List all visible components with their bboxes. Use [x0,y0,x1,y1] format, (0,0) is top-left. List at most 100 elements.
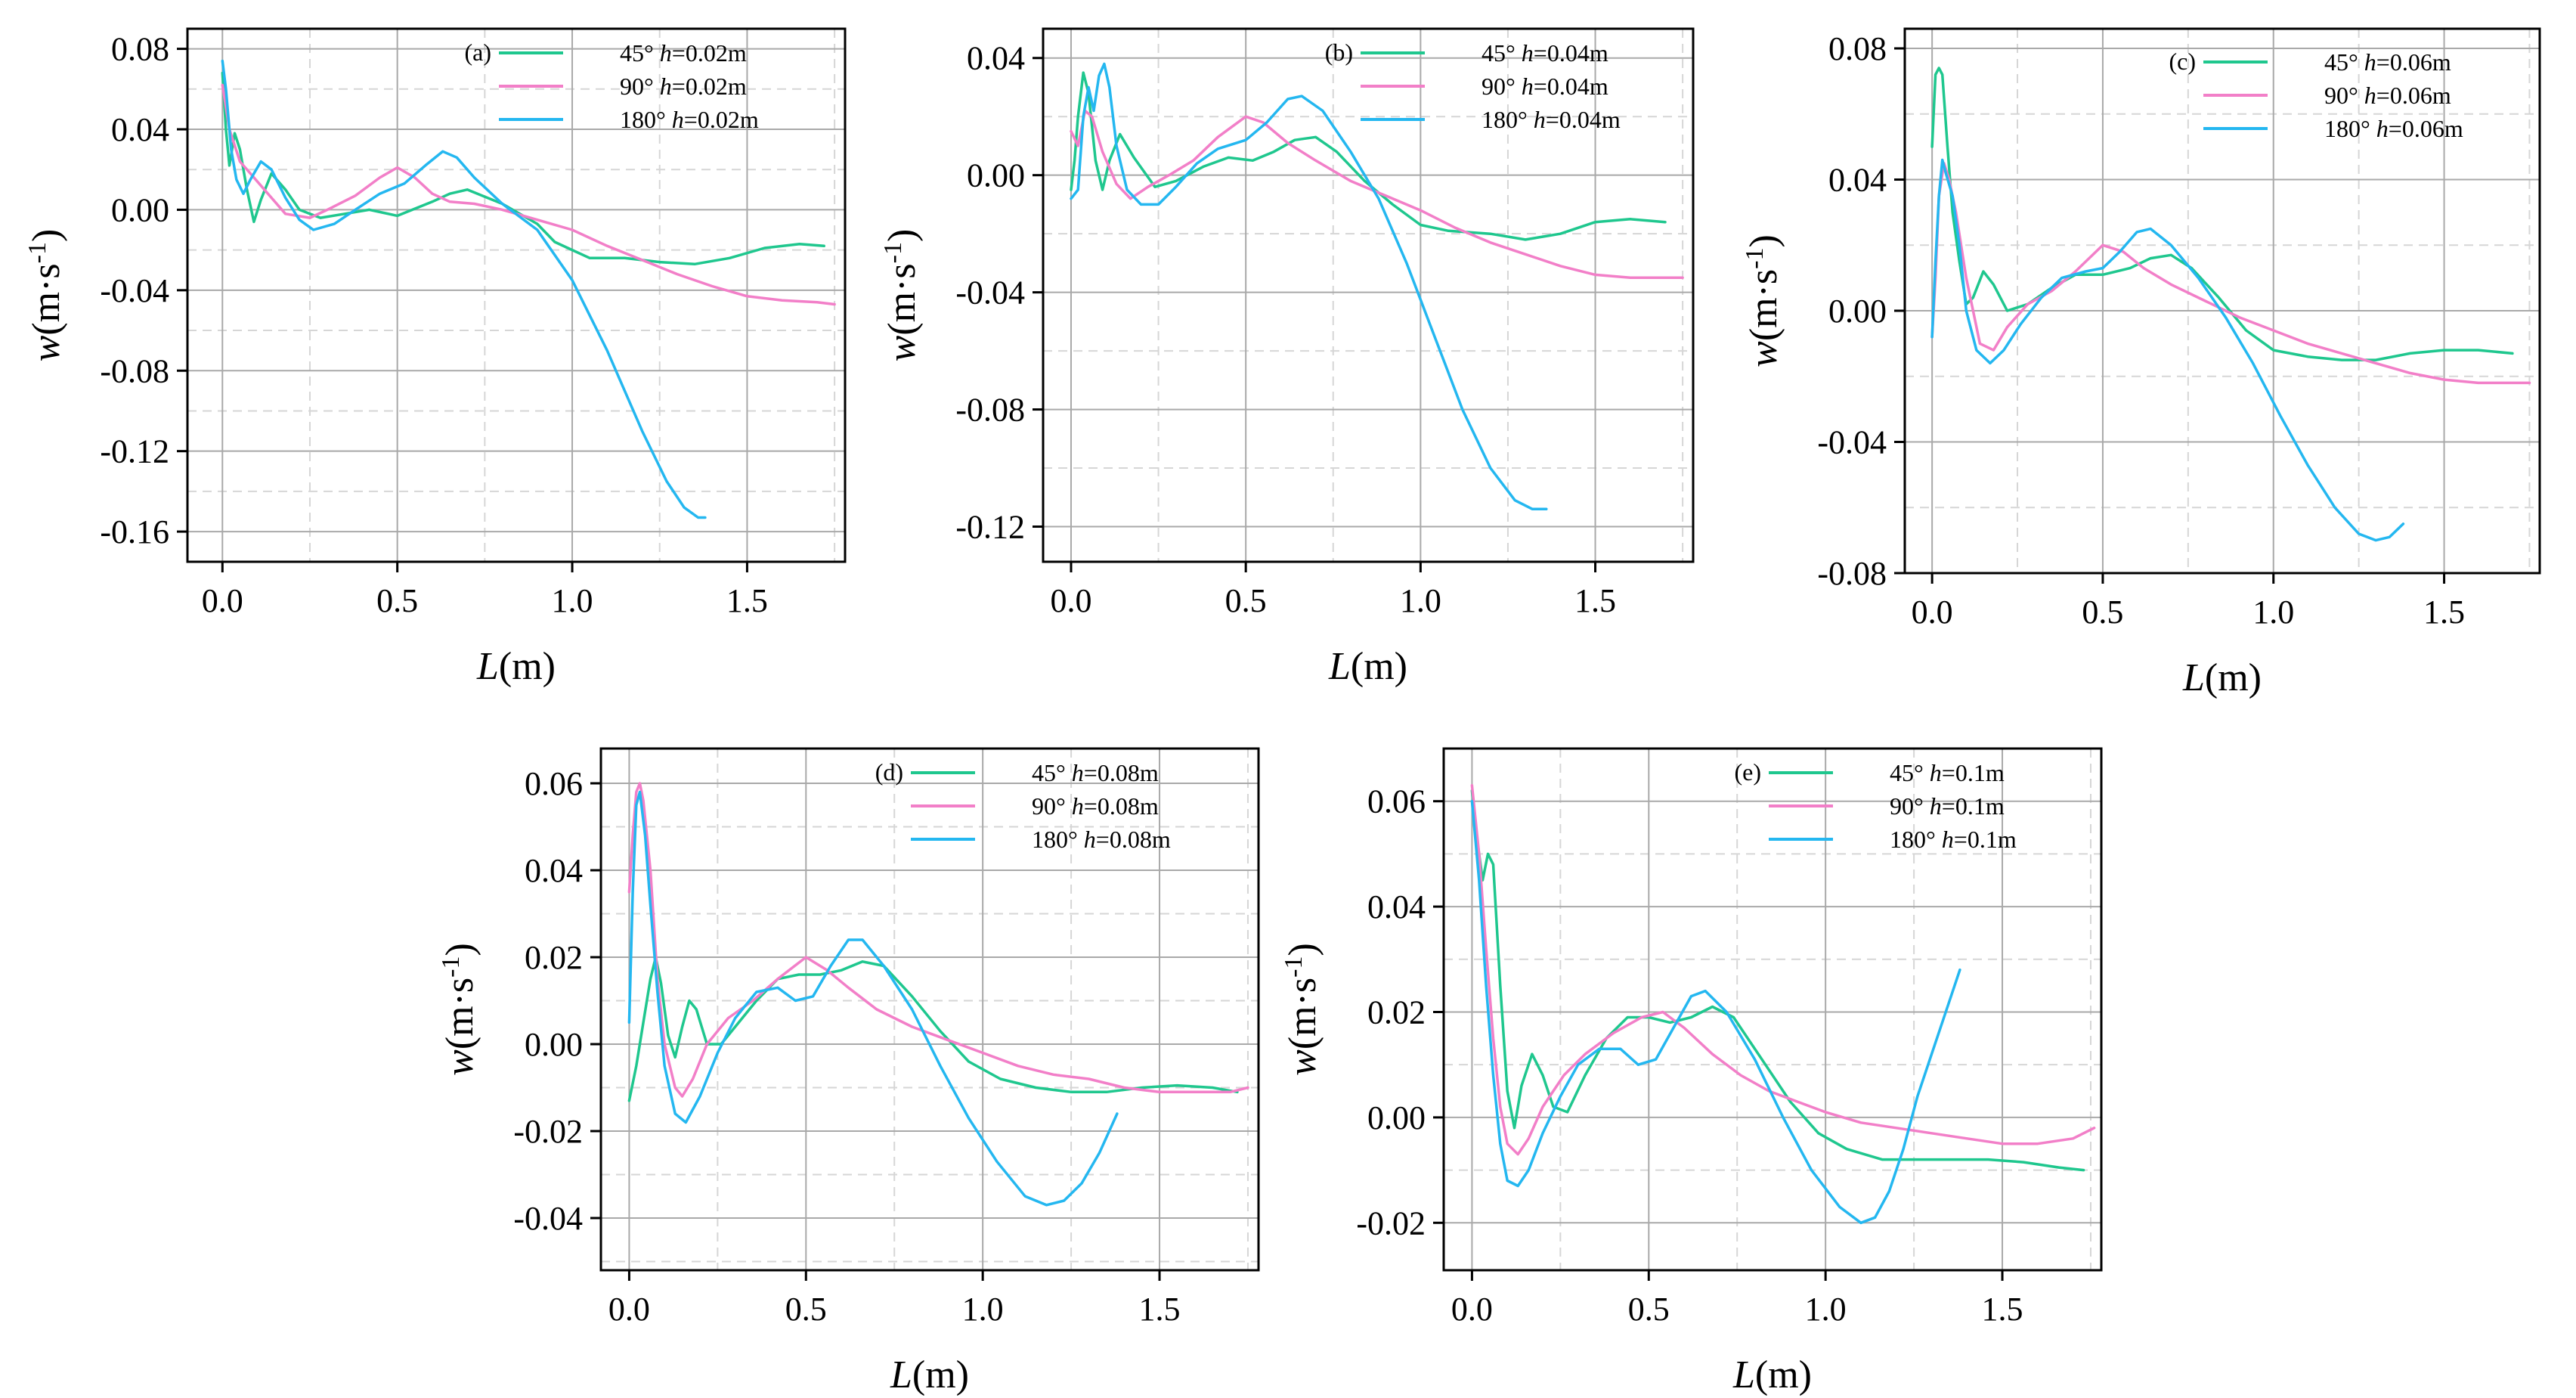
legend-h-value: =0.02m [684,106,759,133]
chart-panel-b: 0.0 0.5 1.0 1.5 0.04 0.00 -0.04 -0.08 -0.12 L(m) w… [879,27,1695,688]
legend-angle: 180° [620,106,672,133]
legend-entry-180deg: 180° h=0.1m [1890,826,2017,853]
series-line-180deg [1470,799,1961,1225]
x-tick-label: 1.0 [552,582,593,619]
panel-label: (c) [2169,48,2196,75]
series-line-90deg [221,83,836,306]
series-line-180deg [221,59,707,519]
chart-panel-d: 0.0 0.5 1.0 1.50.060.040.020.00-0.02-0.04L(… [437,747,1260,1396]
y-axis-title-exponent: -1 [23,242,51,263]
y-axis-title-unit: (m·s [881,263,924,335]
x-tick-label: 0.0 [608,1291,650,1328]
y-tick-label: 0.04 [1367,888,1426,925]
x-axis-title-var: L [2182,656,2205,699]
legend-h-symbol: h [1942,826,1954,853]
y-axis-title-exponent: -1 [1741,247,1769,268]
legend-angle: 45° [620,39,660,67]
x-axis-title: L(m) [1732,1353,1812,1396]
x-axis-title-unit: (m) [499,645,556,688]
legend-h-symbol: h [1930,792,1942,820]
legend-h-symbol: h [1930,759,1942,786]
plot-frame [1903,27,2541,575]
x-tick-label: 1.0 [962,1291,1004,1328]
y-tick-label: 0.00 [967,157,1025,194]
y-axis-title: w(m·s-1) [23,229,68,362]
y-axis-title-exponent: -1 [879,242,907,263]
series-line-180deg [1930,158,2405,542]
series-line-90deg [1070,109,1684,280]
x-tick-label: 1.0 [1400,582,1441,619]
y-tick-label: -0.12 [100,433,169,470]
y-axis-title-close: ) [881,229,924,242]
x-axis-title-unit: (m) [1351,645,1407,688]
legend-h-value: =0.02m [672,73,747,100]
legend-angle: 180° [1890,826,1942,853]
y-tick-label: -0.04 [513,1200,583,1237]
legend-h-symbol: h [660,73,672,100]
y-tick-label: 0.00 [111,191,169,228]
y-axis-title-exponent: -1 [437,956,465,977]
legend-h-symbol: h [1072,792,1084,820]
legend-angle: 90° [1482,73,1522,100]
legend-entry-45deg: 45° h=0.04m [1482,39,1608,67]
y-tick-label: -0.08 [955,392,1025,429]
legend-angle: 45° [1890,759,1930,786]
legend-angle: 90° [1032,792,1072,820]
legend-angle: 45° [1482,39,1522,67]
legend-h-symbol: h [660,39,672,67]
x-tick-label: 0.5 [2082,594,2123,631]
y-tick-label: 0.06 [1367,783,1426,820]
legend-h-value: =0.08m [1084,759,1159,786]
series-line-180deg [627,790,1119,1207]
y-tick-label: 0.00 [525,1026,583,1063]
y-axis-title: w(m·s-1) [879,229,924,362]
chart-panel-a: 0.0 0.5 1.0 1.5 0.08 0.04 0.00 -0.04 -0.08 -0.12 -… [23,27,847,688]
y-tick-label: -0.12 [955,509,1025,546]
y-tick-label: 0.04 [1828,162,1887,199]
legend-entry-180deg: 180° h=0.02m [620,106,759,133]
legend-entry-90deg: 90° h=0.04m [1482,73,1608,100]
x-tick-label: 1.5 [1139,1291,1181,1328]
panel-label: (d) [875,758,903,786]
x-tick-label: 1.5 [726,582,768,619]
x-axis-title: L(m) [2182,656,2262,699]
x-tick-label: 0.5 [1225,582,1267,619]
y-tick-label: -0.08 [1817,555,1887,592]
y-tick-label: -0.02 [1356,1204,1426,1241]
x-axis-title: L(m) [890,1353,969,1396]
legend-h-symbol: h [1522,73,1534,100]
plot-frame [1442,747,2103,1272]
legend-entry-90deg: 90° h=0.1m [1890,792,2005,820]
x-axis-title-unit: (m) [1755,1353,1812,1396]
legend-h-value: =0.1m [1942,759,2005,786]
plot-frame [186,27,847,563]
series-line-90deg [627,782,1249,1098]
legend-entry-180deg: 180° h=0.04m [1482,106,1621,133]
legend-h-symbol: h [1534,106,1546,133]
legend-h-value: =0.1m [1954,826,2017,853]
y-tick-label: 0.00 [1367,1099,1426,1136]
legend-entry-90deg: 90° h=0.08m [1032,792,1159,820]
y-axis-title-var: w [25,335,68,361]
x-tick-label: 0.5 [376,582,418,619]
y-tick-label: 0.06 [525,765,583,802]
legend-h-value: =0.06m [2376,82,2451,109]
y-tick-label: 0.04 [525,852,583,889]
y-axis-title-unit: (m·s [25,263,68,335]
x-tick-label: 0.0 [1050,582,1091,619]
legend-angle: 180° [2324,115,2376,142]
chart-panel-c: 0.0 0.5 1.0 1.50.080.040.00-0.04-0.08L(m)w(… [1741,27,2541,699]
legend-h-value: =0.02m [672,39,747,67]
legend-h-value: =0.06m [2376,48,2451,76]
x-tick-label: 0.0 [1451,1291,1493,1328]
legend-h-symbol: h [1084,826,1096,853]
y-axis-title: w(m·s-1) [437,943,481,1076]
legend-h-symbol: h [2364,48,2376,76]
y-axis-title-close: ) [1742,234,1785,247]
series-line-45deg [1070,71,1667,241]
legend-entry-180deg: 180° h=0.06m [2324,115,2463,142]
legend-angle: 45° [1032,759,1072,786]
x-tick-label: 1.5 [2423,594,2465,631]
y-tick-label: -0.02 [513,1113,583,1150]
legend-h-value: =0.04m [1546,106,1621,133]
